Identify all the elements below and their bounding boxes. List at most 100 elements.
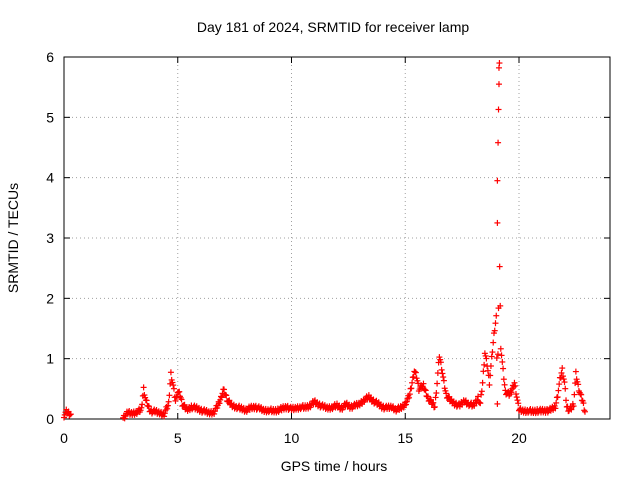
- data-point: [497, 345, 504, 352]
- data-point: [431, 403, 438, 410]
- data-point: [226, 397, 233, 404]
- data-point: [217, 393, 224, 400]
- data-point: [214, 404, 221, 411]
- data-point: [488, 353, 495, 360]
- data-point: [425, 393, 431, 400]
- data-point: [432, 394, 439, 401]
- data-point: [554, 394, 561, 401]
- data-point: [437, 359, 444, 366]
- grid-lines: [64, 57, 610, 419]
- data-point: [164, 405, 171, 412]
- data-point: [495, 81, 502, 88]
- data-point: [581, 407, 588, 414]
- x-tick-label: 0: [60, 430, 68, 446]
- data-point: [471, 402, 478, 409]
- data-point: [484, 367, 491, 374]
- data-point: [493, 355, 500, 362]
- data-point: [443, 390, 450, 397]
- data-point: [173, 394, 180, 401]
- data-point: [422, 387, 429, 394]
- data-point: [495, 139, 502, 146]
- data-point: [406, 391, 413, 398]
- data-point: [512, 382, 519, 389]
- x-tick-label: 10: [284, 430, 300, 446]
- data-point: [494, 177, 501, 184]
- data-point: [489, 349, 496, 356]
- data-point: [555, 387, 562, 394]
- data-point: [216, 400, 223, 407]
- data-point: [481, 361, 488, 368]
- data-point: [496, 263, 503, 270]
- data-point: [497, 302, 504, 309]
- data-point: [221, 386, 228, 393]
- data-point: [438, 366, 445, 373]
- data-point: [143, 397, 150, 404]
- data-point: [410, 373, 417, 380]
- y-axis-label: SRMTID / TECUs: [5, 183, 21, 293]
- data-point: [478, 388, 485, 395]
- data-point: [145, 403, 152, 410]
- data-point: [553, 399, 560, 406]
- data-point: [434, 380, 441, 387]
- data-point: [513, 394, 520, 401]
- data-point: [164, 402, 171, 409]
- data-point: [67, 411, 74, 418]
- data-point: [170, 382, 177, 389]
- data-point: [408, 385, 415, 392]
- x-axis-label: GPS time / hours: [281, 458, 388, 474]
- data-point: [487, 362, 494, 369]
- data-point: [499, 358, 506, 365]
- data-point: [61, 414, 67, 421]
- data-point: [514, 397, 521, 404]
- data-point: [140, 384, 147, 391]
- x-tick-label: 15: [397, 430, 413, 446]
- data-point: [560, 376, 567, 383]
- data-point: [486, 381, 493, 388]
- data-point: [580, 400, 587, 407]
- data-point: [490, 339, 497, 346]
- data-point: [494, 219, 501, 226]
- data-point: [491, 327, 498, 334]
- data-point: [161, 413, 168, 420]
- y-tick-label: 0: [46, 411, 54, 427]
- data-point: [563, 397, 570, 404]
- data-point: [223, 392, 230, 399]
- data-point: [138, 404, 145, 411]
- x-tick-label: 5: [174, 430, 182, 446]
- data-point: [172, 397, 179, 404]
- data-point: [403, 401, 410, 408]
- data-point: [406, 394, 413, 401]
- data-point: [500, 365, 507, 372]
- data-point: [477, 400, 484, 407]
- data-point: [496, 60, 503, 67]
- data-point: [218, 394, 225, 401]
- data-point: [428, 396, 435, 403]
- data-point: [166, 392, 173, 399]
- data-point: [559, 373, 566, 380]
- data-point: [440, 377, 447, 384]
- y-axis: 0 1 2 3 4 5 6: [46, 49, 610, 427]
- data-point: [170, 385, 177, 392]
- data-point: [430, 399, 437, 406]
- data-point: [493, 312, 500, 319]
- data-point: [492, 320, 499, 327]
- y-tick-label: 1: [46, 351, 54, 367]
- y-tick-label: 2: [46, 290, 54, 306]
- chart-title: Day 181 of 2024, SRMTID for receiver lam…: [197, 19, 470, 35]
- data-point: [439, 370, 446, 377]
- data-point: [403, 398, 410, 405]
- data-point: [501, 381, 508, 388]
- data-point: [225, 397, 232, 404]
- data-point: [433, 390, 440, 397]
- data-point: [409, 379, 416, 386]
- y-tick-label: 4: [46, 170, 54, 186]
- data-point: [581, 408, 588, 415]
- data-point: [511, 379, 518, 386]
- data-point: [498, 352, 505, 359]
- data-point: [176, 388, 183, 395]
- data-point: [578, 391, 585, 398]
- data-point: [487, 372, 494, 379]
- data-point: [420, 380, 427, 387]
- data-point: [552, 405, 559, 412]
